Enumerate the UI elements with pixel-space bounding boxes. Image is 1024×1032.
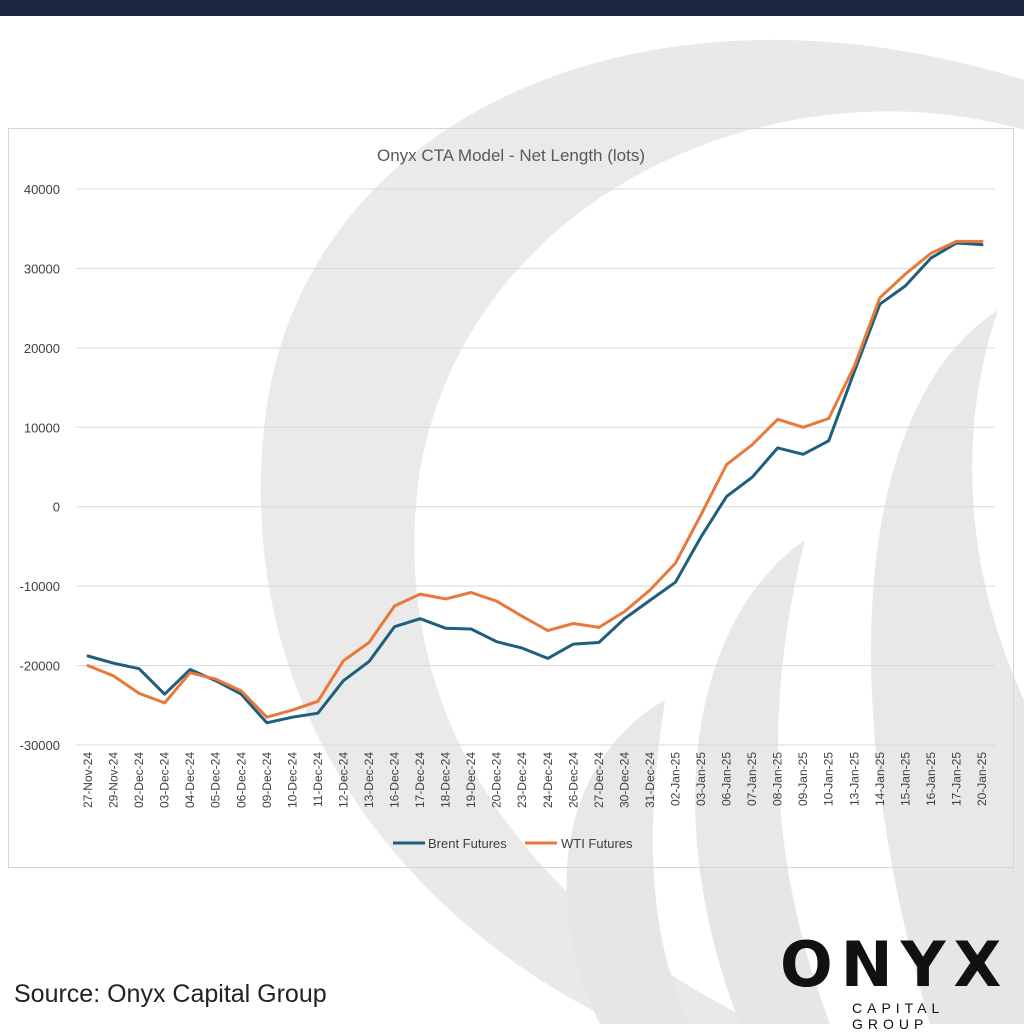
x-tick-label: 26-Dec-24 — [566, 752, 580, 808]
x-tick-label: 02-Dec-24 — [132, 752, 146, 808]
y-tick-label: 0 — [53, 500, 60, 515]
x-tick-label: 14-Jan-25 — [873, 752, 887, 806]
y-tick-label: 20000 — [24, 341, 60, 356]
x-tick-label: 23-Dec-24 — [515, 752, 529, 808]
x-tick-label: 13-Jan-25 — [847, 752, 861, 806]
x-tick-label: 15-Jan-25 — [898, 752, 912, 806]
legend-label: WTI Futures — [561, 836, 633, 851]
legend-label: Brent Futures — [428, 836, 507, 851]
x-tick-label: 09-Jan-25 — [796, 752, 810, 806]
y-axis-ticks: 40000 30000 20000 10000 0 -10000 -20000 -30000 — [20, 182, 60, 753]
x-tick-label: 06-Jan-25 — [720, 752, 734, 806]
x-tick-label: 06-Dec-24 — [234, 752, 248, 808]
x-tick-label: 12-Dec-24 — [336, 752, 350, 808]
x-tick-label: 10-Dec-24 — [285, 752, 299, 808]
y-tick-label: -20000 — [20, 659, 60, 674]
x-tick-label: 27-Dec-24 — [592, 752, 606, 808]
series-line-brent — [86, 241, 984, 725]
source-note: Source: Onyx Capital Group — [14, 980, 327, 1008]
x-tick-label: 10-Jan-25 — [822, 752, 836, 806]
x-tick-label: 29-Nov-24 — [107, 752, 121, 808]
y-tick-label: 30000 — [24, 261, 60, 276]
legend: Brent Futures WTI Futures — [393, 836, 633, 851]
watermark-flame-left — [566, 700, 690, 1024]
x-tick-label: 07-Jan-25 — [745, 752, 759, 806]
gridlines — [76, 188, 995, 746]
x-tick-label: 19-Dec-24 — [464, 752, 478, 808]
watermark-flame-mid — [695, 540, 830, 1024]
chart-title: Onyx CTA Model - Net Length (lots) — [377, 146, 645, 165]
watermark-flame-right — [870, 310, 1024, 1024]
y-tick-label: 40000 — [24, 182, 60, 197]
x-tick-label: 13-Dec-24 — [362, 752, 376, 808]
x-tick-label: 03-Jan-25 — [694, 752, 708, 806]
x-tick-label: 30-Dec-24 — [617, 752, 631, 808]
onyx-logo: ONYX CAPITAL GROUP — [780, 928, 1016, 1032]
x-tick-label: 11-Dec-24 — [311, 752, 325, 807]
x-tick-label: 02-Jan-25 — [668, 752, 682, 806]
x-tick-label: 17-Jan-25 — [949, 752, 963, 806]
x-tick-label: 16-Dec-24 — [388, 752, 402, 808]
watermark-ring — [260, 39, 1024, 1024]
x-tick-label: 16-Jan-25 — [924, 752, 938, 806]
x-tick-label: 04-Dec-24 — [183, 752, 197, 808]
top-banner — [0, 0, 1024, 16]
y-tick-label: 10000 — [24, 420, 60, 435]
x-tick-label: 18-Dec-24 — [439, 752, 453, 808]
x-tick-label: 05-Dec-24 — [209, 752, 223, 808]
x-tick-label: 27-Nov-24 — [81, 752, 95, 808]
x-tick-label: 20-Jan-25 — [975, 752, 989, 806]
x-tick-label: 03-Dec-24 — [158, 752, 172, 808]
series-lines — [86, 239, 984, 725]
x-tick-label: 08-Jan-25 — [771, 752, 785, 806]
logo-wordmark: ONYX — [780, 928, 1010, 1001]
y-tick-label: -10000 — [20, 579, 60, 594]
y-tick-label: -30000 — [20, 738, 60, 753]
series-line-wti — [86, 239, 984, 719]
x-tick-label: 09-Dec-24 — [260, 752, 274, 808]
x-tick-label: 31-Dec-24 — [643, 752, 657, 808]
x-tick-label: 24-Dec-24 — [541, 752, 555, 808]
x-tick-label: 17-Dec-24 — [413, 752, 427, 808]
logo-subtitle: CAPITAL GROUP — [852, 1000, 944, 1032]
x-axis-ticks: 27-Nov-24 29-Nov-24 02-Dec-24 03-Dec-24 04-D… — [81, 752, 989, 808]
x-tick-label: 20-Dec-24 — [490, 752, 504, 808]
